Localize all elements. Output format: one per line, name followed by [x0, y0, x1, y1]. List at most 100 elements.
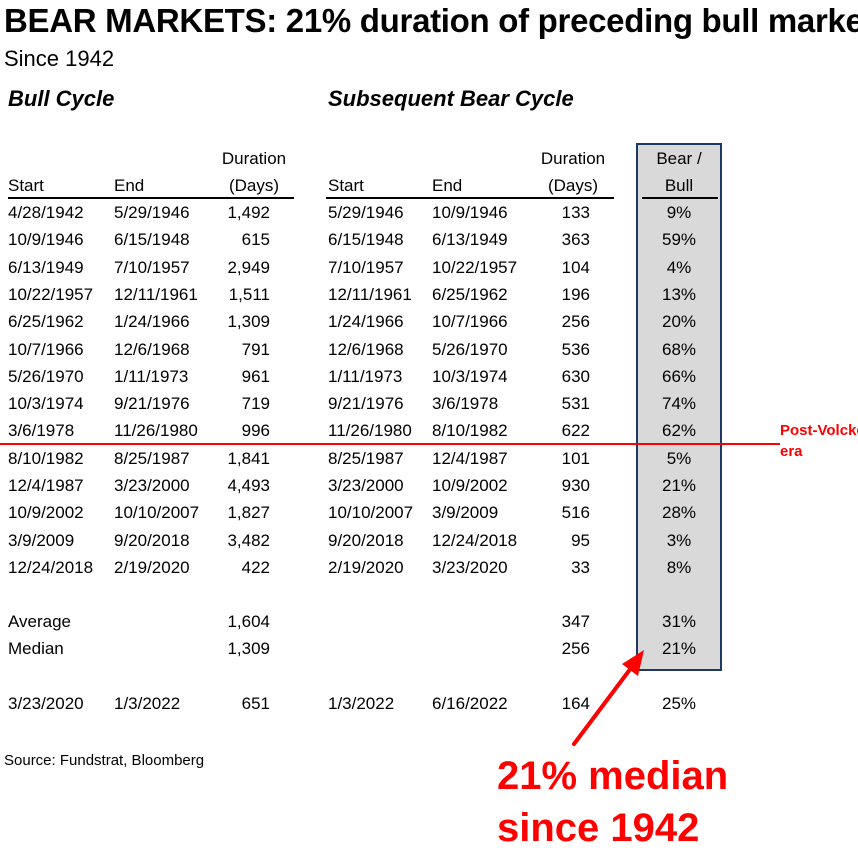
- page-subtitle: Since 1942: [4, 46, 115, 71]
- callout-arrow-icon: [572, 650, 644, 746]
- table-row-8-bull-end: 9/21/1976: [114, 394, 190, 414]
- table-row-12-ratio: 28%: [661, 503, 697, 523]
- current-cycle-row-bear-dur: 164: [561, 694, 590, 713]
- table-row-1-ratio: 9%: [666, 203, 692, 222]
- table-row-6-bull-dur: 791: [241, 339, 270, 359]
- table-row-9-bull-start: 3/6/1978: [8, 421, 75, 441]
- table-row-3-bear-end: 10/22/1957: [432, 257, 518, 277]
- table-row-4-bull-end: 12/11/1961: [114, 284, 198, 304]
- table-row-1-bear-end: 10/9/1946: [432, 203, 508, 222]
- section-bull-cycle: Bull Cycle: [8, 86, 115, 111]
- bear-header-underline: [326, 197, 614, 199]
- table-row-3-ratio: 4%: [666, 257, 692, 277]
- table-row-12-bull-end: 10/10/2007: [114, 503, 200, 523]
- header-bear-duration-1: Duration: [540, 149, 606, 168]
- table-row-12-bear-end: 3/9/2009: [432, 503, 499, 523]
- source-note: Source: Fundstrat, Bloomberg: [4, 752, 205, 769]
- table-row-1-bull-start: 4/28/1942: [8, 203, 84, 222]
- table-row-4-bear-dur: 196: [561, 284, 590, 304]
- table-row-13-bull-end: 9/20/2018: [114, 530, 190, 550]
- table-row-7-bull-dur: 961: [241, 366, 270, 386]
- table-row-8-bear-end: 3/6/1978: [432, 394, 499, 414]
- table-row-5-bear-dur: 256: [561, 312, 590, 332]
- table-row-4-bull-dur: 1,511: [228, 284, 270, 304]
- table-row-14-bear-end: 3/23/2020: [432, 557, 508, 577]
- table-row-6-bull-end: 12/6/1968: [114, 339, 190, 359]
- table-row-11-bear-dur: 930: [561, 476, 590, 495]
- table-row-12-bear-dur: 516: [561, 503, 590, 523]
- summary-row-2-ratio: 21%: [661, 639, 697, 659]
- current-cycle-row-bull-dur: 651: [241, 694, 270, 713]
- table-row-1-bull-dur: 1,492: [227, 203, 270, 222]
- section-bear-cycle: Subsequent Bear Cycle: [328, 86, 574, 111]
- table-row-7-bull-end: 1/11/1973: [114, 366, 189, 386]
- table-row-5-ratio: 20%: [661, 312, 697, 332]
- table-row-8-ratio: 74%: [661, 394, 697, 414]
- table-row-3-bear-start: 7/10/1957: [328, 257, 404, 277]
- table-row-3-bull-end: 7/10/1957: [114, 257, 190, 277]
- table-row-2-bull-end: 6/15/1948: [114, 230, 190, 250]
- table-row-13-bull-start: 3/9/2009: [8, 530, 75, 550]
- summary-row-1-bull-dur: 1,604: [227, 612, 270, 631]
- callout-line-2: since 1942: [497, 806, 700, 850]
- table-row-9-bear-end: 8/10/1982: [432, 421, 508, 441]
- table-row-1-bear-start: 5/29/1946: [328, 203, 404, 222]
- table-row-14-bear-dur: 33: [571, 557, 590, 577]
- header-bull-duration-2: (Days): [228, 176, 280, 195]
- page-title: BEAR MARKETS: 21% duration of preceding …: [4, 2, 858, 39]
- table-row-9-ratio: 62%: [661, 421, 697, 441]
- header-bull-start: Start: [8, 176, 44, 195]
- table-row-13-bear-start: 9/20/2018: [328, 530, 404, 550]
- table-row-13-bull-dur: 3,482: [227, 530, 270, 550]
- table-row-12-bull-start: 10/9/2002: [8, 503, 84, 523]
- summary-row-2-bull-dur: 1,309: [227, 639, 270, 659]
- table-row-7-bear-end: 10/3/1974: [432, 366, 508, 386]
- table-row-2-bull-dur: 615: [241, 230, 270, 250]
- table-row-11-bull-start: 12/4/1987: [8, 476, 84, 495]
- table-row-4-bear-end: 6/25/1962: [432, 284, 508, 304]
- table-row-10-bear-end: 12/4/1987: [432, 448, 508, 468]
- table-row-3-bear-dur: 104: [561, 257, 590, 277]
- table-row-5-bull-dur: 1,309: [227, 312, 270, 332]
- table-row-7-bear-dur: 630: [561, 366, 590, 386]
- table-row-10-bull-start: 8/10/1982: [8, 448, 84, 468]
- ratio-header-underline: [642, 197, 718, 199]
- summary-row-1-bear-dur: 347: [561, 612, 590, 631]
- header-bear-start: Start: [328, 176, 364, 195]
- table-row-6-bear-dur: 536: [561, 339, 590, 359]
- bear-bull-highlight-box: [636, 143, 722, 671]
- current-cycle-row-bull-start: 3/23/2020: [8, 694, 84, 713]
- table-row-5-bear-start: 1/24/1966: [328, 312, 404, 332]
- table-row-8-bull-start: 10/3/1974: [8, 394, 84, 414]
- table-row-6-bear-start: 12/6/1968: [328, 339, 404, 359]
- table-row-14-bull-dur: 422: [241, 557, 270, 577]
- bull-header-underline: [8, 197, 294, 199]
- table-row-3-bull-start: 6/13/1949: [8, 257, 84, 277]
- summary-row-2-bear-dur: 256: [561, 639, 590, 659]
- table-row-13-bear-end: 12/24/2018: [432, 530, 518, 550]
- header-bull-end: End: [114, 176, 145, 195]
- table-row-10-bear-start: 8/25/1987: [328, 448, 404, 468]
- table-row-13-ratio: 3%: [666, 530, 692, 550]
- table-row-2-bear-dur: 363: [561, 230, 590, 250]
- table-row-14-ratio: 8%: [666, 557, 692, 577]
- table-row-6-bear-end: 5/26/1970: [432, 339, 508, 359]
- table-row-8-bull-dur: 719: [241, 394, 270, 414]
- current-cycle-row-bear-end: 6/16/2022: [432, 694, 508, 713]
- table-row-13-bear-dur: 95: [571, 530, 590, 550]
- table-row-10-bull-end: 8/25/1987: [114, 448, 190, 468]
- table-row-11-bear-start: 3/23/2000: [328, 476, 404, 495]
- table-row-14-bear-start: 2/19/2020: [328, 557, 404, 577]
- summary-row-1-bull-start: Average: [8, 612, 72, 631]
- table-row-1-bear-dur: 133: [561, 203, 590, 222]
- table-row-11-bull-end: 3/23/2000: [114, 476, 190, 495]
- current-cycle-row-ratio: 25%: [661, 694, 697, 713]
- table-row-10-bull-dur: 1,841: [227, 448, 270, 468]
- table-row-9-bear-dur: 622: [561, 421, 590, 441]
- table-row-11-bull-dur: 4,493: [227, 476, 270, 495]
- header-ratio-1: Bear /: [656, 149, 702, 168]
- table-row-12-bear-start: 10/10/2007: [328, 503, 414, 523]
- table-row-4-bear-start: 12/11/1961: [328, 284, 412, 304]
- summary-row-1-ratio: 31%: [661, 612, 697, 631]
